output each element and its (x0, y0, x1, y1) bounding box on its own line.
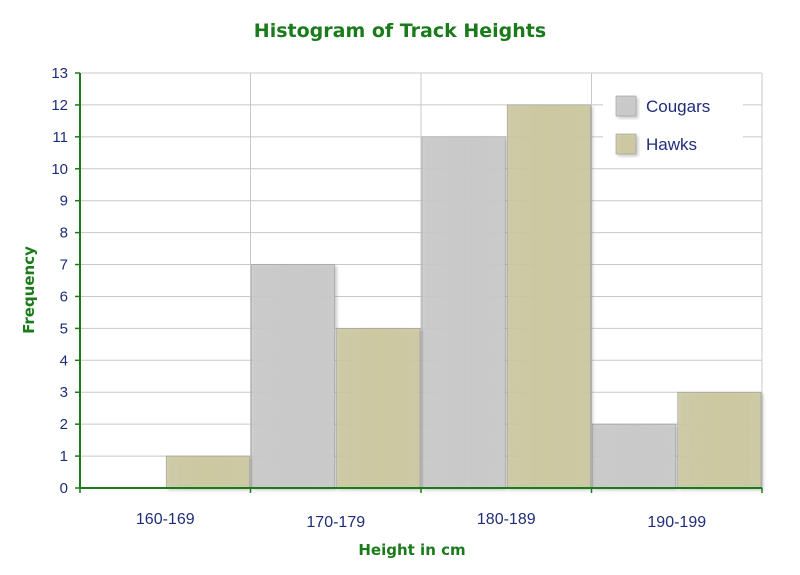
legend-swatch-hawks (615, 133, 637, 155)
bar-hawks-180-189 (506, 104, 591, 489)
x-axis-title: Height in cm (358, 541, 465, 559)
y-tick-label: 0 (60, 480, 68, 497)
y-tick-label: 13 (51, 65, 68, 82)
bar-cougars-190-199 (592, 423, 677, 489)
legend: Cougars Hawks (603, 82, 743, 162)
y-tick-label: 6 (60, 288, 68, 305)
bar-hawks-190-199 (677, 391, 762, 489)
y-tick-label: 9 (60, 193, 68, 210)
gridlines (80, 72, 763, 488)
x-category-label: 190-199 (647, 514, 706, 531)
y-tick-label: 2 (60, 416, 68, 433)
y-tick-label: 7 (60, 257, 68, 274)
axes (75, 72, 763, 493)
x-category-label: 170-179 (306, 514, 365, 531)
bar-cougars-180-189 (421, 136, 506, 489)
legend-swatch-cougars (615, 95, 637, 117)
legend-label-hawks: Hawks (646, 135, 697, 154)
y-tick-label: 4 (60, 352, 68, 369)
y-tick-label: 3 (60, 384, 68, 401)
bars (165, 104, 762, 489)
chart-title: Histogram of Track Heights (254, 20, 546, 42)
bar-cougars-170-179 (251, 264, 336, 489)
x-category-labels: 160-169 170-179 180-189 190-199 (136, 511, 706, 531)
y-axis-title: Frequency (20, 246, 38, 334)
y-tick-label: 10 (51, 161, 68, 178)
legend-label-cougars: Cougars (646, 97, 710, 116)
y-tick-label: 11 (52, 129, 68, 146)
bar-hawks-160-169 (165, 455, 250, 489)
y-tick-label: 1 (60, 448, 68, 465)
bar-hawks-170-179 (336, 328, 421, 489)
x-category-label: 180-189 (477, 511, 536, 528)
y-tick-label: 5 (60, 320, 68, 337)
y-tick-label: 12 (51, 97, 68, 114)
y-tick-label: 8 (60, 225, 68, 242)
x-category-label: 160-169 (136, 511, 195, 528)
